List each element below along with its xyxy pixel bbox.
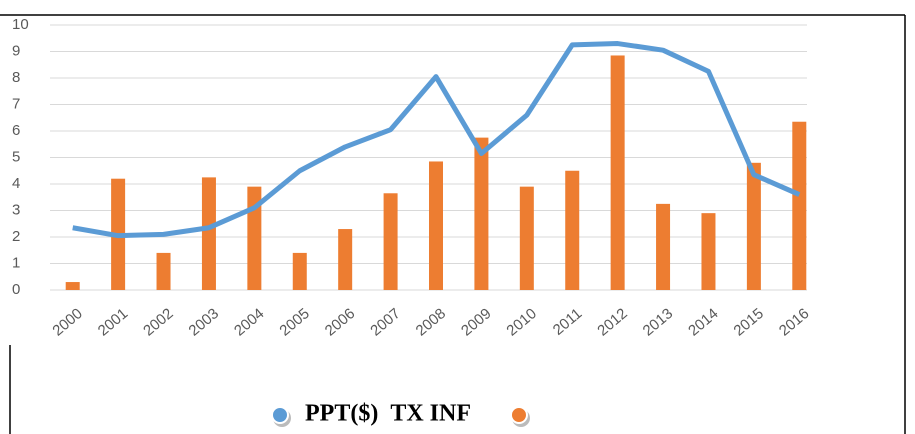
bar	[792, 121, 807, 290]
x-tick-label: 2002	[140, 305, 176, 339]
x-tick-label: 2006	[322, 305, 358, 339]
x-tick-label: 2010	[503, 305, 539, 339]
bar	[383, 193, 398, 290]
x-tick-label: 2016	[776, 305, 812, 339]
x-tick-label: 2004	[231, 305, 267, 339]
x-tick-label: 2013	[640, 305, 676, 339]
bar	[201, 177, 216, 290]
bar	[610, 55, 625, 290]
bar	[65, 282, 80, 290]
y-tick-label: 6	[12, 122, 20, 139]
x-tick-label: 2011	[550, 305, 586, 339]
x-tick-label: 2012	[594, 305, 630, 339]
x-tick-label: 2008	[413, 305, 449, 339]
x-tick-label: 2003	[186, 305, 222, 339]
bar	[292, 252, 307, 290]
x-tick-label: 2015	[731, 305, 767, 339]
bar	[701, 213, 716, 290]
bar	[519, 186, 534, 290]
y-tick-label: 7	[12, 95, 20, 112]
legend-label: PPT($)	[305, 401, 378, 427]
legend-label: TX INF	[390, 401, 471, 427]
x-tick-label: 2007	[367, 305, 403, 339]
x-tick-label: 2000	[49, 305, 85, 339]
y-tick-label: 2	[12, 228, 20, 245]
y-tick-label: 1	[12, 254, 20, 271]
y-tick-label: 9	[12, 42, 20, 59]
line	[72, 41, 801, 239]
x-tick-label: 2009	[458, 305, 494, 339]
y-tick-label: 8	[12, 69, 20, 86]
bar	[247, 186, 262, 290]
bar	[565, 170, 580, 290]
x-tick-label: 2001	[95, 305, 131, 339]
legend-marker	[509, 406, 528, 424]
bar	[656, 203, 671, 290]
bar	[156, 252, 171, 290]
y-tick-label: 10	[12, 16, 29, 33]
bar	[746, 162, 761, 290]
bar	[338, 229, 353, 290]
y-tick-label: 0	[12, 281, 20, 298]
y-tick-label: 5	[12, 148, 20, 165]
x-tick-label: 2005	[276, 305, 312, 339]
bar	[474, 137, 489, 290]
y-tick-label: 4	[12, 175, 20, 192]
legend-marker	[271, 406, 289, 424]
x-tick-label: 2014	[685, 305, 721, 339]
bar	[429, 161, 443, 290]
y-tick-label: 3	[12, 201, 20, 218]
